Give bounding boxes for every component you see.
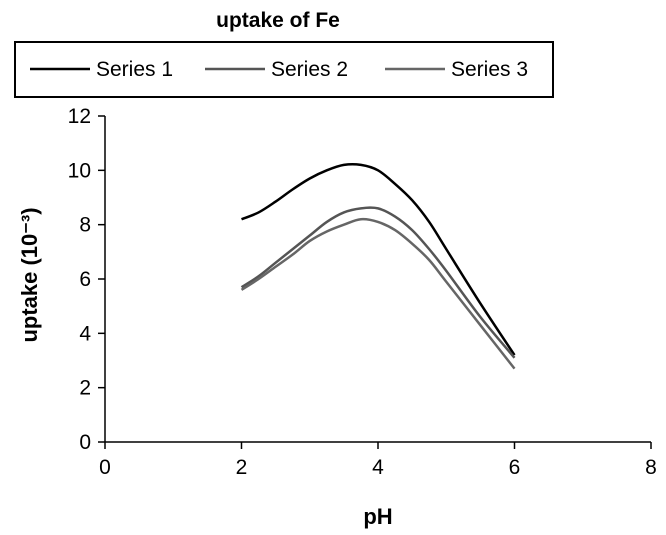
series-line-3 [240,217,516,370]
y-tick-label: 10 [68,159,91,182]
x-tick-label: 6 [509,456,521,479]
x-tick-label: 4 [372,456,384,479]
series-line-1 [241,162,516,356]
y-tick-label: 2 [79,377,91,400]
y-tick-label: 12 [68,105,91,128]
y-tick-label: 4 [79,322,91,345]
plot-area [240,162,516,370]
y-axis-title: uptake (10⁻³) [17,207,42,342]
x-tick-label: 0 [99,456,111,479]
legend-label-3: Series 3 [451,58,528,81]
series-line-2 [240,206,516,359]
y-tick-label: 8 [79,214,91,237]
legend-box [14,41,554,98]
x-tick-label: 8 [645,456,657,479]
x-tick-label: 2 [236,456,248,479]
legend: Series 1 Series 2 Series 3 [14,41,554,98]
x-axis-title: pH [363,504,392,529]
legend-label-1: Series 1 [96,58,173,81]
y-tick-label: 6 [79,268,91,291]
chart-title: uptake of Fe [216,9,340,32]
legend-label-2: Series 2 [271,58,348,81]
axes: 0 2 4 6 8 10 12 0 2 4 6 8 [68,105,657,479]
y-tick-label: 0 [79,431,91,454]
